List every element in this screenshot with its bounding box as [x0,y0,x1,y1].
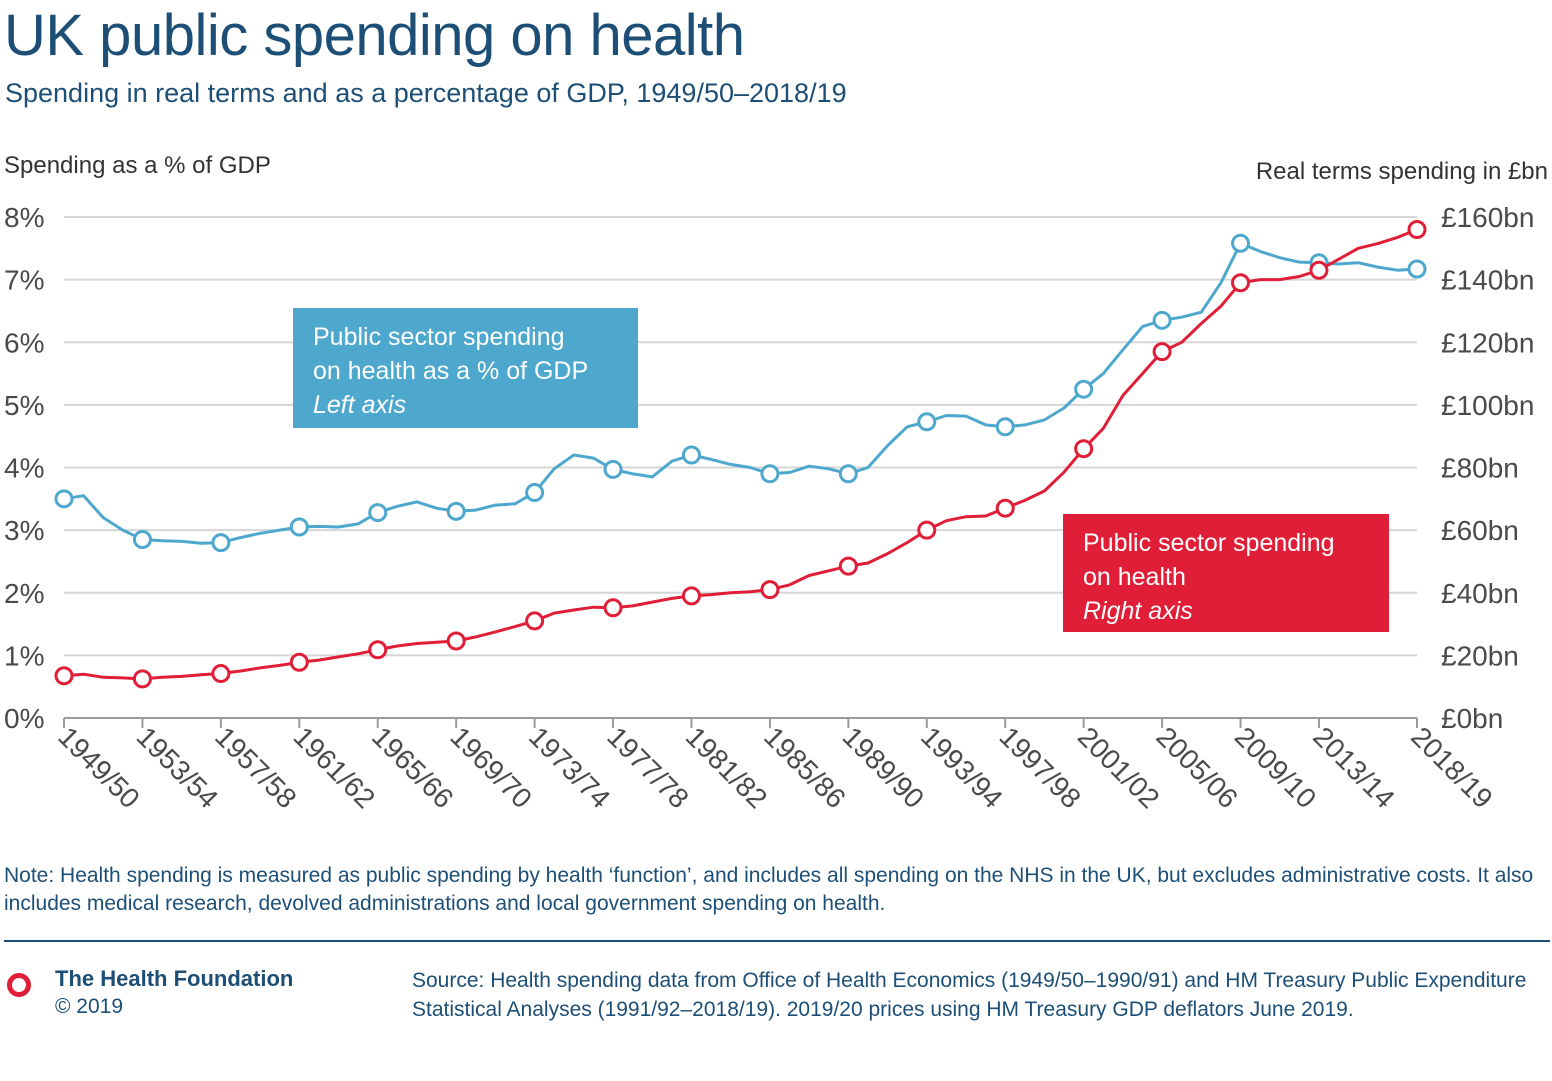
right-tick-label: £100bn [1441,390,1534,421]
gdp-share-marker [132,530,152,550]
x-tick-label: 2009/10 [1229,721,1322,814]
left-tick-label: 3% [4,515,44,546]
gdp-share-line [63,241,1418,545]
real-spending-marker [1231,273,1251,293]
gdp-share-marker [1407,259,1427,279]
real-spending-marker [917,520,937,540]
gdp-share-marker [446,501,466,521]
gdp-share-marker [289,517,309,537]
left-tick-label: 0% [4,703,44,734]
gdp-share-marker [1074,379,1094,399]
real-spending-marker [995,498,1015,518]
gdp-share-marker [760,464,780,484]
gdp-share-marker [838,464,858,484]
gdp-series-annotation: Public sector spending on health as a % … [293,308,638,428]
right-tick-label: £160bn [1441,202,1534,233]
x-tick-label: 2001/02 [1072,721,1165,814]
gdp-share-marker [54,489,74,509]
red-ring-icon [7,973,31,997]
x-tick-label: 2005/06 [1150,721,1243,814]
x-tick-label: 1973/74 [523,721,616,814]
x-tick-label: 2018/19 [1405,721,1498,814]
footer-divider [4,940,1550,942]
right-tick-label: £20bn [1441,640,1519,671]
x-tick-label: 1981/82 [680,721,773,814]
chart-title: UK public spending on health [4,3,745,68]
gdp-share-marker [681,445,701,465]
x-tick-label: 1997/98 [993,721,1086,814]
gdp-annotation-line-1: Public sector spending [313,323,565,351]
gdp-share-marker [995,417,1015,437]
x-tick-label: 1993/94 [915,721,1008,814]
left-tick-label: 4% [4,453,44,484]
gdp-share-marker [1231,233,1251,253]
real-spending-marker [525,611,545,631]
organisation-name: The Health Foundation [55,966,294,991]
x-tick-label: 1957/58 [209,721,302,814]
source-text: Source: Health spending data from Office… [412,969,1527,1021]
x-tick-label: 1949/50 [52,721,145,814]
real-spending-marker [681,586,701,606]
x-tick-label: 1985/86 [758,721,851,814]
right-axis-label: Real terms spending in £bn [1255,158,1548,185]
real-annotation-axis: Right axis [1083,597,1193,625]
real-spending-marker [760,580,780,600]
right-tick-label: £60bn [1441,515,1519,546]
x-tick-label: 2013/14 [1307,721,1400,814]
real-spending-marker [1152,342,1172,362]
left-tick-label: 1% [4,640,44,671]
x-tick-label: 1989/90 [837,721,930,814]
gdp-share-marker [603,459,623,479]
x-tick-label: 1953/54 [131,721,224,814]
chart-plot: 0% £0bn 1% £20bn 2% £40bn 3% £60bn 4% £80bn 5% £100… [4,202,1534,814]
real-annotation-line-2: on health [1083,563,1186,591]
x-tick-label: 1961/62 [288,721,381,814]
real-spending-marker [838,556,858,576]
real-spending-marker [446,631,466,651]
real-spending-marker [132,669,152,689]
gdp-annotation-line-2: on health as a % of GDP [313,357,589,385]
gdp-share-marker [211,533,231,553]
x-tick-label: 1977/78 [601,721,694,814]
left-tick-label: 2% [4,578,44,609]
real-series-annotation: Public sector spending on health Right a… [1063,514,1389,632]
right-tick-label: £80bn [1441,453,1519,484]
real-annotation-line-1: Public sector spending [1083,529,1335,557]
copyright: © 2019 [55,995,124,1018]
real-spending-marker [54,666,74,686]
gdp-share-marker [1152,310,1172,330]
real-spending-marker [211,664,231,684]
gdp-annotation-axis: Left axis [313,391,407,419]
left-tick-label: 5% [4,390,44,421]
left-axis-label: Spending as a % of GDP [4,152,271,179]
chart-note: Note: Health spending is measured as pub… [4,864,1534,915]
x-tick-label: 1965/66 [366,721,459,814]
right-tick-label: £120bn [1441,327,1534,358]
real-spending-marker [1407,220,1427,240]
left-tick-label: 8% [4,202,44,233]
real-spending-marker [603,598,623,618]
right-tick-label: £0bn [1441,703,1503,734]
real-spending-marker [368,640,388,660]
gdp-share-marker [368,503,388,523]
left-tick-label: 7% [4,265,44,296]
gdp-share-marker [525,483,545,503]
gdp-share-marker [917,412,937,432]
real-spending-line [63,228,1418,681]
right-tick-label: £140bn [1441,265,1534,296]
real-spending-marker [1309,260,1329,280]
right-tick-label: £40bn [1441,578,1519,609]
real-spending-marker [289,652,309,672]
x-tick-label: 1969/70 [444,721,537,814]
real-spending-marker [1074,439,1094,459]
chart-subtitle: Spending in real terms and as a percenta… [5,78,847,108]
left-tick-label: 6% [4,327,44,358]
